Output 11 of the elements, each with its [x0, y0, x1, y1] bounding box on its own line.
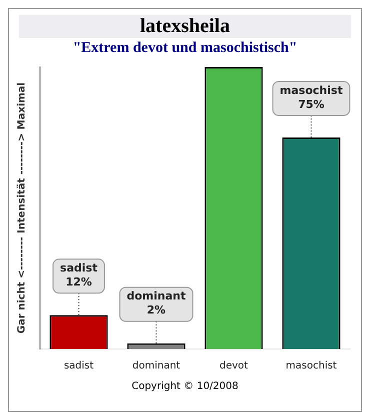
x-tick-label: sadist [64, 360, 94, 372]
data-label: dominant 2% [126, 290, 186, 317]
chart-title: latexsheila [19, 15, 351, 38]
x-tick-label: devot [220, 360, 248, 372]
chart-subtitle: "Extrem devot und masochistisch" [72, 40, 298, 57]
x-tick-label: masochist [286, 360, 337, 372]
text: Copyright © 10/2008 [130, 381, 240, 392]
y-axis-title: Gar nicht <-------- Intensität --------> Maximal [16, 82, 28, 334]
data-label: sadist 12% [60, 262, 98, 289]
data-label: masochist 75% [280, 84, 343, 111]
x-tick-label: dominant [132, 360, 180, 372]
